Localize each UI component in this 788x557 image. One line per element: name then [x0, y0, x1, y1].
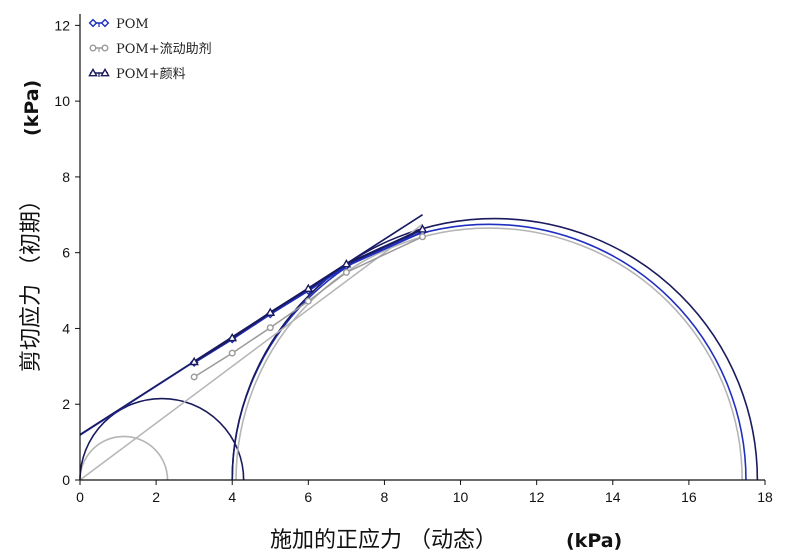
x-axis-unit: (kPa)	[566, 530, 622, 552]
x-tick-label: 4	[228, 489, 236, 505]
data-point	[303, 283, 314, 293]
y-tick-label: 0	[62, 472, 70, 488]
mohr-circle	[79, 397, 245, 481]
data-point	[88, 18, 98, 28]
y-tick-label: 2	[62, 396, 70, 412]
y-tick-label: 8	[62, 169, 70, 185]
data-point	[101, 44, 109, 52]
y-tick-label: 6	[62, 245, 70, 261]
data-point	[89, 44, 97, 52]
data-point	[342, 268, 350, 276]
x-tick-label: 0	[76, 489, 84, 505]
data-point	[100, 67, 110, 77]
data-point	[265, 307, 276, 316]
series-line	[193, 228, 423, 363]
x-tick-label: 18	[757, 489, 773, 505]
fit-line	[79, 223, 423, 481]
x-tick-label: 14	[605, 489, 621, 505]
data-point	[189, 356, 199, 366]
mohr-circle	[235, 227, 743, 481]
data-point	[190, 373, 198, 381]
x-tick-label: 10	[453, 489, 469, 505]
data-point	[304, 297, 312, 305]
legend-label: POM	[116, 17, 149, 32]
legend-label: POM+颜料	[116, 66, 186, 82]
x-tick-label: 16	[681, 489, 697, 505]
y-tick-label: 10	[54, 93, 70, 109]
y-tick-label: 4	[62, 320, 70, 336]
axes: 0 2 4 6 8 10 12 14 16 18 0 2 4 6 8 10 12	[54, 14, 773, 505]
mohr-circle	[231, 217, 759, 481]
y-axis-title: 剪切应力 （初期）	[19, 189, 44, 372]
x-tick-label: 8	[381, 489, 389, 505]
x-tick-label: 6	[304, 489, 312, 505]
legend-label: POM+流动助剂	[116, 42, 212, 57]
mohr-circle	[79, 435, 169, 481]
series-line	[193, 236, 423, 378]
mohr-circle	[231, 223, 747, 481]
y-axis-unit: (kPa)	[21, 80, 43, 136]
x-tick-label: 12	[529, 489, 545, 505]
data-point	[341, 259, 352, 268]
x-tick-label: 2	[152, 489, 160, 505]
legend: POM POM+流动助剂 POM+颜料	[88, 17, 212, 82]
data-point	[419, 233, 427, 241]
data-point	[266, 324, 274, 332]
y-tick-label: 12	[54, 17, 70, 33]
data-point	[227, 332, 238, 342]
data-point	[417, 224, 428, 233]
data-point	[100, 18, 110, 28]
data-point	[228, 349, 236, 357]
plot-area	[79, 214, 759, 481]
x-axis-title: 施加的正应力 （动态）	[270, 528, 497, 553]
data-point	[88, 67, 98, 77]
